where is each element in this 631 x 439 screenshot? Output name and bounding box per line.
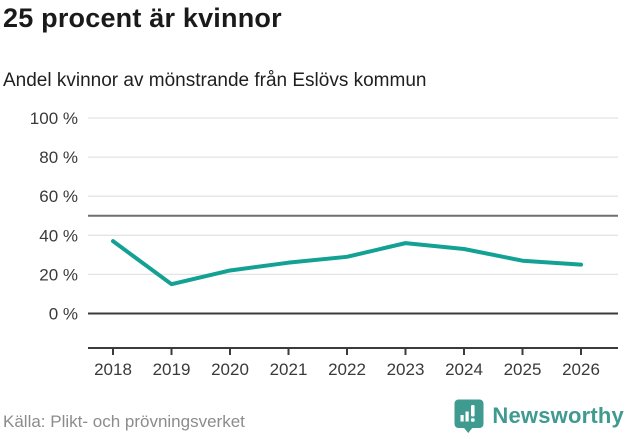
bar-icon	[460, 415, 465, 422]
x-tick-label: 2020	[211, 360, 249, 379]
newsworthy-logo: Newsworthy	[454, 399, 624, 433]
y-tick-label: 100 %	[30, 109, 78, 128]
brand-name: Newsworthy	[492, 403, 624, 428]
y-tick-label: 20 %	[39, 265, 78, 284]
chart-subtitle: Andel kvinnor av mönstrande från Eslövs …	[3, 70, 427, 91]
x-tick-label: 2023	[387, 360, 425, 379]
newsworthy-badge-icon	[454, 399, 484, 433]
exclamation-icon	[471, 405, 476, 417]
x-tick-label: 2025	[504, 360, 542, 379]
y-tick-label: 40 %	[39, 226, 78, 245]
data-line	[111, 239, 583, 287]
x-tick-label: 2026	[562, 360, 600, 379]
x-tick-label: 2021	[270, 360, 308, 379]
exclamation-dot-icon	[471, 418, 476, 422]
bar-icon	[465, 411, 470, 422]
x-tick-label: 2018	[94, 360, 132, 379]
chart-title: 25 procent är kvinnor	[3, 3, 282, 33]
y-tick-label: 80 %	[39, 148, 78, 167]
line-chart: 0 % 20 % 40 % 60 % 80 % 100 % 2018 2019 2020 2021…	[30, 109, 618, 379]
x-tick-label: 2024	[445, 360, 483, 379]
y-tick-label: 0 %	[49, 305, 78, 324]
x-tick-label: 2022	[328, 360, 366, 379]
source-note: Källa: Plikt- och prövningsverket	[3, 412, 245, 431]
x-tick-label: 2019	[153, 360, 191, 379]
y-tick-label: 60 %	[39, 187, 78, 206]
